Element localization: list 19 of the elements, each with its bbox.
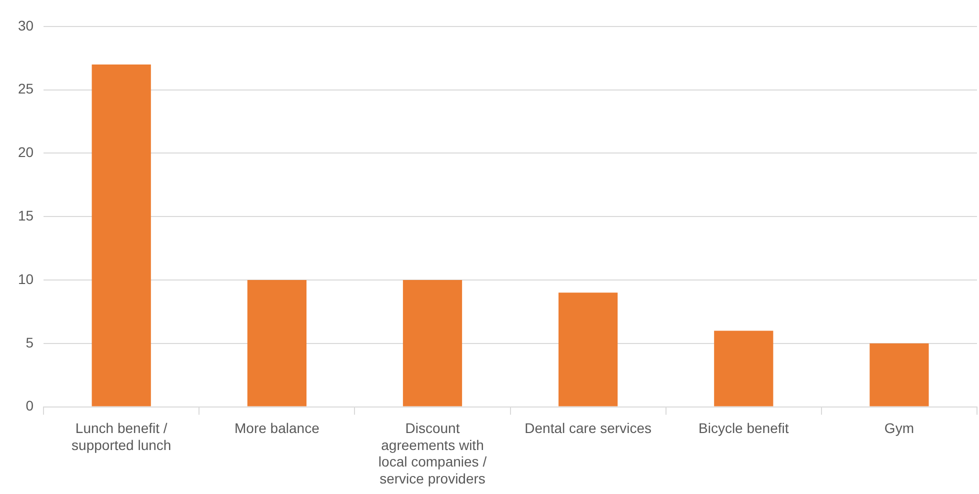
y-tick-label: 10 [18, 270, 34, 287]
bar [247, 280, 306, 406]
x-tick-label: Gym [884, 420, 914, 436]
y-tick-label: 20 [18, 144, 34, 160]
x-tick-label: Dental care services [524, 420, 652, 436]
x-tick-label: Discount agreements with local companies / service providers [378, 420, 487, 486]
x-tick-label: More balance [234, 420, 320, 436]
y-tick-label: 5 [26, 334, 34, 350]
bar [870, 343, 929, 406]
y-tick-label: 25 [18, 80, 34, 97]
y-tick-label: 30 [18, 17, 34, 34]
bar [402, 280, 462, 406]
y-tick-label: 0 [26, 398, 34, 414]
x-tick-label: Lunch benefit / supported lunch [72, 420, 172, 453]
bar [92, 64, 151, 406]
y-tick-label: 15 [18, 207, 34, 224]
x-tick-label: Bicycle benefit [698, 420, 789, 436]
bar [714, 330, 774, 406]
bar [558, 292, 618, 406]
